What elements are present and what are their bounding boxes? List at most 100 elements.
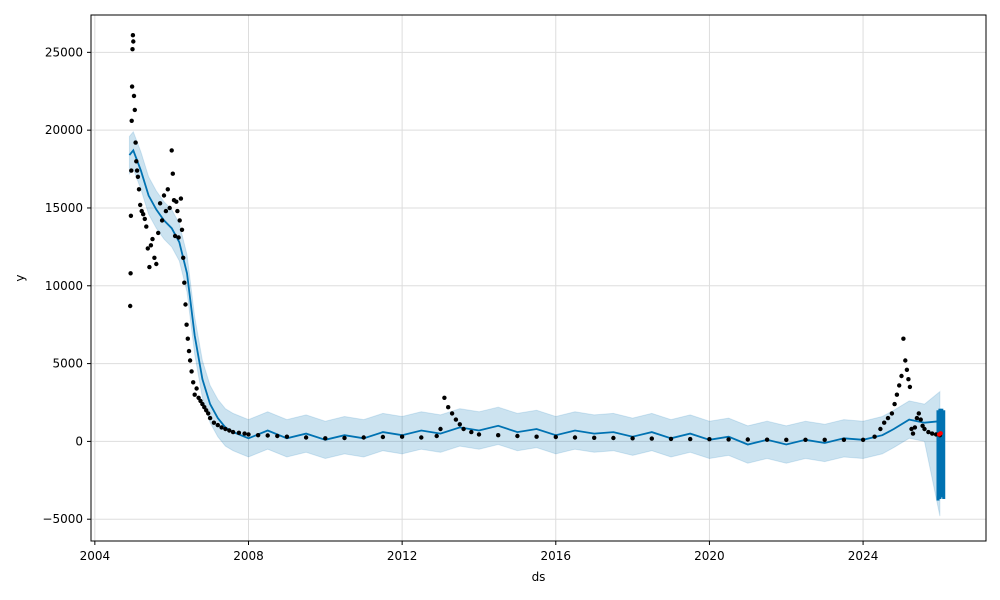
observed-point bbox=[182, 280, 187, 285]
observed-point bbox=[181, 255, 186, 260]
observed-point bbox=[361, 435, 366, 440]
observed-point bbox=[145, 246, 150, 251]
observed-point bbox=[131, 93, 137, 99]
observed-point bbox=[223, 426, 228, 432]
forecast-range-bar bbox=[936, 410, 940, 501]
observed-point bbox=[167, 205, 172, 211]
observed-point bbox=[419, 435, 424, 440]
observed-point bbox=[399, 434, 405, 439]
observed-point bbox=[163, 208, 169, 214]
observed-point bbox=[903, 358, 908, 363]
observed-point bbox=[764, 437, 770, 442]
observed-point bbox=[515, 433, 520, 439]
observed-point bbox=[128, 303, 133, 309]
x-axis-label: ds bbox=[532, 570, 546, 584]
observed-point bbox=[169, 148, 174, 153]
observed-point bbox=[184, 322, 189, 327]
observed-point bbox=[909, 426, 914, 432]
observed-point bbox=[183, 302, 188, 307]
observed-point bbox=[170, 171, 175, 176]
observed-point bbox=[822, 437, 827, 442]
observed-point bbox=[128, 271, 133, 276]
observed-point bbox=[156, 230, 161, 236]
observed-point bbox=[265, 433, 270, 438]
observed-point bbox=[534, 434, 539, 439]
observed-point bbox=[901, 336, 906, 341]
observed-point bbox=[215, 422, 220, 428]
observed-point bbox=[128, 213, 134, 218]
observed-point bbox=[147, 264, 152, 270]
observed-point bbox=[572, 435, 578, 440]
observed-point bbox=[138, 202, 143, 208]
observed-point bbox=[323, 436, 328, 441]
observed-point bbox=[726, 437, 731, 442]
observed-point bbox=[860, 437, 866, 442]
uncertainty-band bbox=[128, 130, 941, 517]
observed-point bbox=[189, 369, 194, 374]
observed-point bbox=[130, 33, 136, 38]
forecast-range-bar bbox=[940, 408, 944, 498]
observed-point bbox=[910, 431, 916, 436]
observed-point bbox=[688, 436, 693, 442]
y-tick-label: −5000 bbox=[42, 512, 83, 526]
observed-point bbox=[803, 437, 808, 442]
observed-point bbox=[469, 429, 474, 435]
observed-point bbox=[157, 201, 163, 206]
observed-point bbox=[894, 392, 900, 397]
uncertainty-band-area bbox=[128, 130, 941, 517]
x-axis-ticks: 2004 2008 2012 2016 2020 2024 bbox=[80, 541, 879, 563]
grid bbox=[91, 15, 986, 541]
observed-point bbox=[918, 417, 923, 422]
x-tick-label: 2024 bbox=[848, 549, 879, 563]
observed-point bbox=[899, 373, 904, 379]
observed-point bbox=[630, 436, 635, 441]
observed-point bbox=[227, 428, 232, 433]
observed-point bbox=[461, 426, 466, 432]
y-tick-label: 25000 bbox=[45, 45, 83, 59]
observed-point bbox=[476, 432, 482, 437]
observed-point bbox=[930, 431, 935, 436]
observed-point bbox=[178, 196, 184, 201]
observed-point bbox=[275, 433, 280, 439]
observed-point bbox=[745, 437, 750, 442]
observed-point bbox=[592, 435, 597, 440]
x-tick-label: 2004 bbox=[80, 549, 111, 563]
x-tick-label: 2012 bbox=[387, 549, 418, 563]
observed-point bbox=[185, 336, 190, 341]
observed-point bbox=[177, 218, 182, 223]
y-tick-label: 10000 bbox=[45, 279, 83, 293]
observed-point bbox=[133, 140, 138, 145]
observed-point bbox=[284, 434, 290, 439]
observed-point bbox=[553, 434, 558, 440]
observed-point bbox=[246, 432, 251, 437]
y-tick-label: 15000 bbox=[45, 201, 83, 215]
observed-point bbox=[914, 415, 920, 421]
observed-point bbox=[889, 411, 895, 416]
observed-point bbox=[784, 437, 789, 442]
observed-point bbox=[707, 437, 712, 442]
observed-point bbox=[134, 168, 140, 173]
observed-point bbox=[611, 435, 616, 441]
observed-point bbox=[174, 199, 179, 204]
observed-point bbox=[152, 255, 157, 260]
forecast-range-bar bbox=[942, 410, 946, 499]
observed-point bbox=[219, 425, 224, 430]
observed-point bbox=[882, 420, 887, 425]
observed-point bbox=[668, 436, 674, 442]
observed-point bbox=[136, 187, 142, 192]
observed-point bbox=[187, 358, 193, 363]
forecast-line bbox=[128, 148, 940, 446]
y-axis-ticks: −5000 0 5000 10000 15000 20000 25000 bbox=[42, 45, 91, 526]
observed-point bbox=[211, 420, 217, 425]
x-tick-label: 2008 bbox=[233, 549, 264, 563]
observed-point bbox=[907, 384, 913, 390]
observed-point bbox=[186, 348, 192, 354]
observed-point bbox=[135, 174, 141, 179]
observed-point bbox=[144, 224, 149, 229]
observed-point bbox=[191, 380, 196, 385]
y-tick-label: 20000 bbox=[45, 123, 83, 137]
observed-point bbox=[904, 367, 910, 372]
observed-point bbox=[449, 411, 455, 416]
